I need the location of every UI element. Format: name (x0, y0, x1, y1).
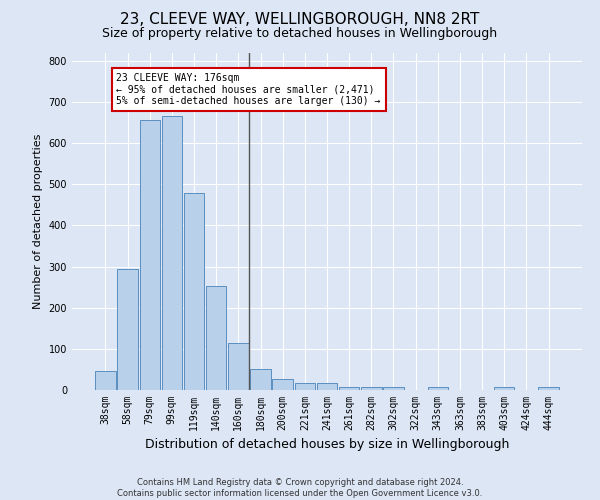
X-axis label: Distribution of detached houses by size in Wellingborough: Distribution of detached houses by size … (145, 438, 509, 452)
Bar (272, 379, 293, 390)
Bar (494, 386, 514, 390)
Text: Contains HM Land Registry data © Crown copyright and database right 2024.
Contai: Contains HM Land Registry data © Crown c… (118, 478, 482, 498)
Bar (228, 344, 248, 390)
Bar (250, 370, 271, 390)
Bar (295, 384, 315, 390)
Y-axis label: Number of detached properties: Number of detached properties (33, 134, 43, 309)
Bar (206, 286, 226, 390)
Bar (339, 386, 359, 390)
Bar (383, 386, 404, 390)
Bar (161, 116, 182, 390)
Bar (538, 386, 559, 390)
Bar (118, 270, 138, 390)
Text: 23 CLEEVE WAY: 176sqm
← 95% of detached houses are smaller (2,471)
5% of semi-de: 23 CLEEVE WAY: 176sqm ← 95% of detached … (116, 73, 381, 106)
Bar (95, 372, 116, 390)
Bar (428, 386, 448, 390)
Text: 23, CLEEVE WAY, WELLINGBOROUGH, NN8 2RT: 23, CLEEVE WAY, WELLINGBOROUGH, NN8 2RT (121, 12, 479, 28)
Bar (140, 120, 160, 390)
Bar (184, 194, 204, 390)
Bar (317, 384, 337, 390)
Text: Size of property relative to detached houses in Wellingborough: Size of property relative to detached ho… (103, 28, 497, 40)
Bar (361, 387, 382, 390)
